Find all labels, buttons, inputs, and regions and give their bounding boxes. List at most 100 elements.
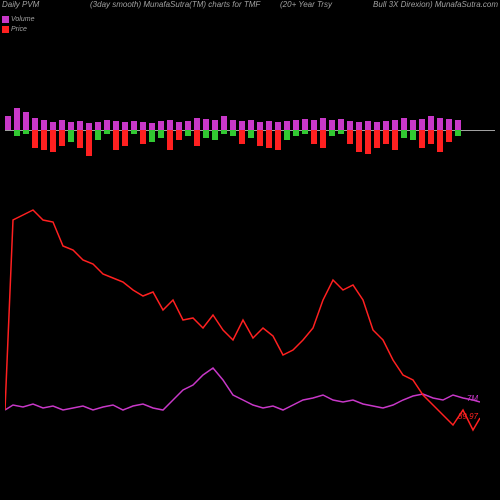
volume-bar-up — [230, 120, 236, 130]
volume-bar-up — [203, 119, 209, 130]
volume-bar-up — [86, 123, 92, 130]
volume-bar-up — [122, 122, 128, 130]
volume-bar-down — [23, 130, 29, 134]
volume-bar-down — [131, 130, 137, 134]
legend-volume: Volume — [2, 14, 34, 24]
chart-header: Daily PVM (3day smooth) MunafaSutra(TM) … — [0, 0, 500, 15]
volume-bar-up — [131, 121, 137, 130]
volume-bar-down — [194, 130, 200, 146]
volume-end-label: 7M — [467, 394, 478, 403]
volume-bar-down — [32, 130, 38, 148]
price-volume-line-chart: 7M 89.97 — [5, 200, 480, 450]
volume-bar-down — [338, 130, 344, 134]
volume-bar-up — [176, 122, 182, 130]
volume-bar-chart — [5, 90, 495, 170]
volume-bar-up — [14, 108, 20, 130]
volume-bar-down — [221, 130, 227, 134]
volume-bar-down — [95, 130, 101, 140]
volume-bar-up — [41, 120, 47, 130]
volume-line — [5, 368, 480, 410]
header-left: Daily PVM — [2, 0, 39, 9]
volume-bar-down — [446, 130, 452, 142]
volume-bar-up — [113, 121, 119, 130]
volume-bar-down — [410, 130, 416, 140]
volume-bar-down — [419, 130, 425, 148]
volume-bar-up — [410, 120, 416, 130]
volume-bar-up — [284, 121, 290, 130]
header-mid-right: (20+ Year Trsy — [280, 0, 332, 9]
volume-bar-down — [77, 130, 83, 148]
volume-bar-down — [392, 130, 398, 150]
volume-bar-up — [401, 118, 407, 130]
volume-bar-down — [347, 130, 353, 144]
volume-bar-up — [392, 120, 398, 130]
volume-bar-down — [113, 130, 119, 150]
volume-bar-down — [383, 130, 389, 144]
volume-bar-up — [383, 121, 389, 130]
volume-bar-down — [275, 130, 281, 150]
volume-bar-down — [50, 130, 56, 152]
volume-bar-up — [167, 120, 173, 130]
legend-price-swatch — [2, 26, 9, 33]
volume-bar-down — [212, 130, 218, 140]
volume-bar-down — [14, 130, 20, 136]
volume-bar-up — [50, 122, 56, 130]
volume-bar-up — [320, 118, 326, 130]
volume-bar-up — [158, 121, 164, 130]
volume-bar-up — [212, 120, 218, 130]
volume-bar-up — [302, 119, 308, 130]
volume-bar-up — [104, 120, 110, 130]
volume-bar-up — [293, 120, 299, 130]
header-mid-left: (3day smooth) MunafaSutra(TM) charts for… — [90, 0, 260, 9]
volume-bar-up — [437, 118, 443, 130]
price-end-label: 89.97 — [458, 412, 478, 421]
volume-bar-down — [203, 130, 209, 138]
volume-bar-up — [338, 119, 344, 130]
volume-bar-down — [176, 130, 182, 140]
chart-container: Daily PVM (3day smooth) MunafaSutra(TM) … — [0, 0, 500, 500]
volume-bar-up — [275, 122, 281, 130]
volume-bar-down — [248, 130, 254, 138]
chart-legend: Volume Price — [2, 14, 34, 34]
volume-bar-up — [356, 122, 362, 130]
volume-bar-down — [302, 130, 308, 134]
volume-bar-up — [365, 121, 371, 130]
volume-bar-up — [257, 122, 263, 130]
volume-bar-down — [437, 130, 443, 152]
volume-bar-down — [266, 130, 272, 148]
volume-bar-down — [59, 130, 65, 146]
volume-bar-up — [23, 112, 29, 130]
legend-price: Price — [2, 24, 34, 34]
volume-bar-down — [365, 130, 371, 154]
volume-bar-down — [320, 130, 326, 148]
volume-bar-up — [185, 121, 191, 130]
volume-bar-down — [149, 130, 155, 142]
volume-bar-up — [221, 116, 227, 130]
volume-bar-down — [86, 130, 92, 156]
volume-bar-up — [32, 118, 38, 130]
volume-bar-down — [104, 130, 110, 134]
volume-bar-down — [293, 130, 299, 136]
volume-bar-down — [329, 130, 335, 136]
volume-bar-down — [140, 130, 146, 144]
volume-bar-up — [149, 123, 155, 130]
volume-bar-down — [257, 130, 263, 146]
volume-bar-down — [455, 130, 461, 136]
legend-volume-label: Volume — [11, 16, 34, 23]
header-right: Bull 3X Direxion) MunafaSutra.com — [373, 0, 498, 9]
volume-bar-down — [122, 130, 128, 146]
volume-bar-down — [374, 130, 380, 148]
line-chart-svg — [5, 200, 480, 450]
volume-bar-up — [194, 118, 200, 130]
volume-bar-down — [167, 130, 173, 150]
volume-bar-up — [68, 122, 74, 130]
volume-bar-up — [446, 119, 452, 130]
volume-bar-up — [329, 120, 335, 130]
volume-bar-up — [266, 121, 272, 130]
legend-price-label: Price — [11, 26, 27, 33]
volume-bar-down — [41, 130, 47, 150]
volume-bar-down — [311, 130, 317, 144]
volume-bar-down — [68, 130, 74, 142]
volume-bar-down — [239, 130, 245, 144]
volume-bar-up — [419, 119, 425, 130]
